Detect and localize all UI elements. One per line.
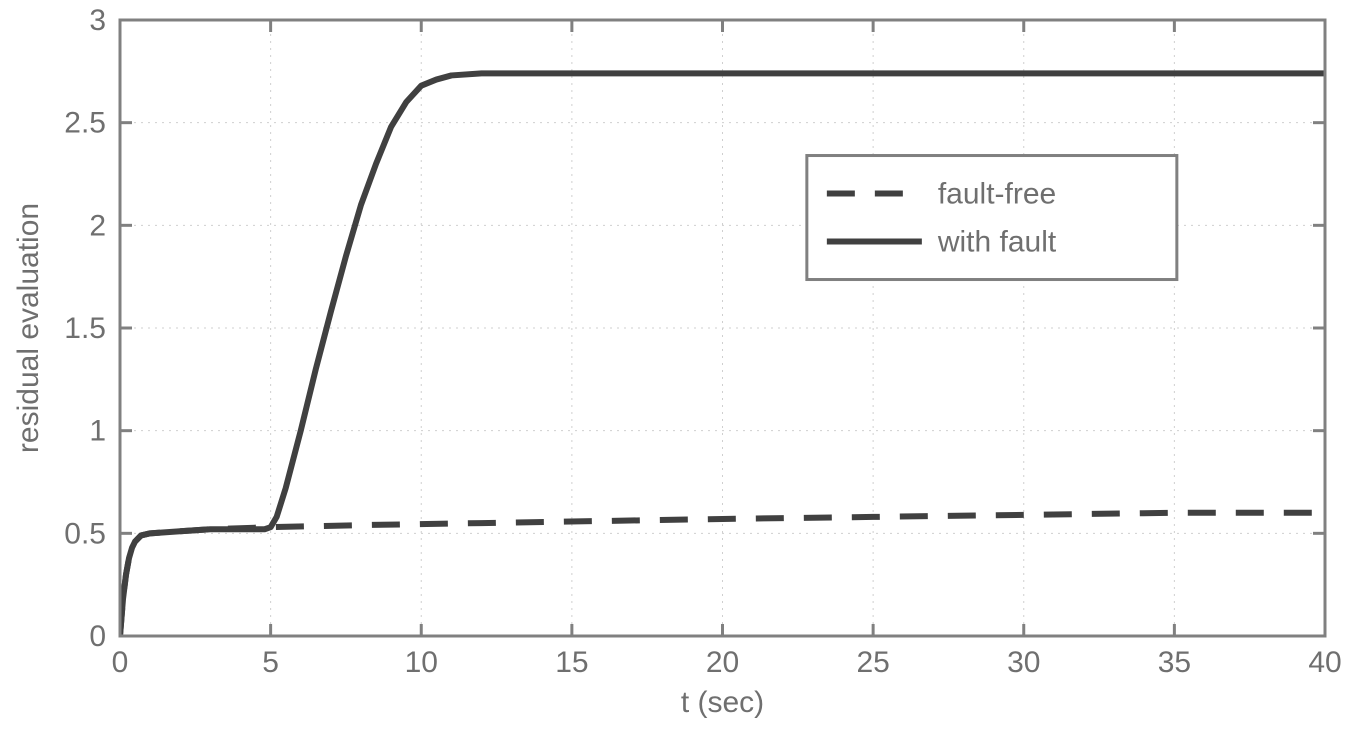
legend-label: with fault bbox=[937, 226, 1057, 259]
xtick-label: 35 bbox=[1158, 646, 1191, 679]
y-axis-label: residual evaluation bbox=[12, 203, 45, 453]
xtick-label: 15 bbox=[555, 646, 588, 679]
ytick-label: 2.5 bbox=[64, 107, 106, 140]
residual-evaluation-chart: 0 5 10 15 20 25 30 35 40 0 0.5 1 1.5 2 2.5 3 t (sec) resi… bbox=[0, 0, 1348, 734]
x-axis-label: t (sec) bbox=[681, 686, 764, 719]
xtick-label: 25 bbox=[856, 646, 889, 679]
xtick-label: 30 bbox=[1007, 646, 1040, 679]
xtick-label: 40 bbox=[1308, 646, 1341, 679]
ytick-label: 2 bbox=[89, 209, 106, 242]
xtick-label: 0 bbox=[112, 646, 129, 679]
chart-svg: 0 5 10 15 20 25 30 35 40 0 0.5 1 1.5 2 2.5 3 t (sec) resi… bbox=[0, 0, 1348, 734]
xtick-label: 20 bbox=[706, 646, 739, 679]
legend-label: fault-free bbox=[938, 178, 1056, 211]
ytick-label: 1 bbox=[89, 415, 106, 448]
ytick-label: 3 bbox=[89, 4, 106, 37]
ytick-label: 0.5 bbox=[64, 517, 106, 550]
ytick-label: 0 bbox=[89, 620, 106, 653]
xtick-label: 5 bbox=[262, 646, 279, 679]
legend-box bbox=[807, 156, 1177, 280]
ytick-label: 1.5 bbox=[64, 312, 106, 345]
xtick-label: 10 bbox=[405, 646, 438, 679]
